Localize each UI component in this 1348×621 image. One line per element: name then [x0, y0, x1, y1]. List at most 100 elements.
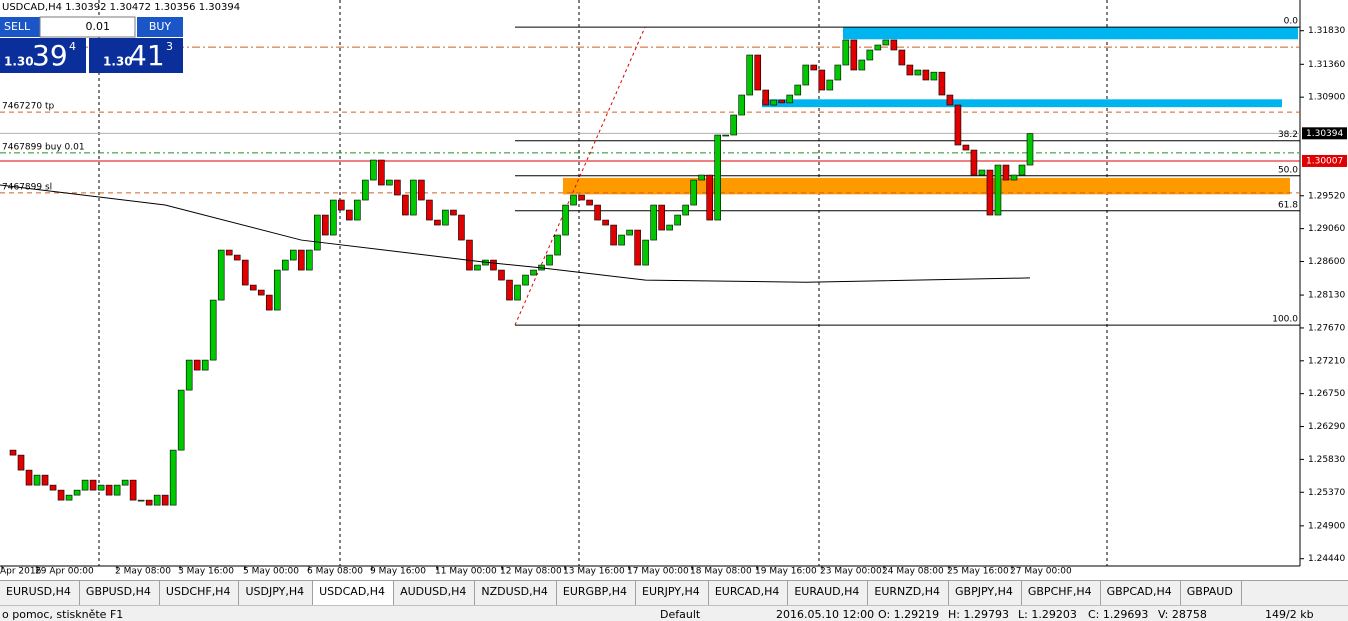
- y-tick-label: 1.27210: [1308, 356, 1345, 366]
- tab[interactable]: USDCHF,H4: [160, 581, 240, 605]
- x-tick-label: 6 May 08:00: [307, 567, 363, 577]
- candle-body: [1002, 164, 1010, 181]
- sell-button[interactable]: [0, 17, 40, 37]
- status-bar: o pomoc, stiskněte F1 Default 2016.05.10…: [0, 605, 1348, 621]
- y-tick-label: 1.29060: [1308, 224, 1345, 234]
- x-tick-label: 17 May 00:00: [627, 567, 689, 577]
- candle-body: [314, 214, 321, 251]
- tab[interactable]: GBPCAD,H4: [1101, 581, 1181, 605]
- y-tick-label: 1.28600: [1308, 257, 1345, 267]
- tab[interactable]: NZDUSD,H4: [475, 581, 557, 605]
- candle-body: [618, 234, 625, 246]
- candle-body: [257, 289, 265, 296]
- candle-body: [225, 249, 233, 256]
- order-label: 7467899 buy 0.01: [2, 142, 85, 152]
- candle-body: [490, 259, 497, 271]
- candle-body: [954, 104, 962, 146]
- candle-body: [1026, 133, 1034, 166]
- candle-body: [626, 229, 633, 236]
- candle-body: [970, 149, 978, 176]
- lot-input[interactable]: [39, 16, 136, 38]
- candle-body: [73, 489, 81, 496]
- tab[interactable]: EURCAD,H4: [709, 581, 789, 605]
- x-tick-label: 11 May 00:00: [435, 567, 497, 577]
- candle-body: [362, 179, 369, 201]
- tab[interactable]: USDCAD,H4: [313, 581, 395, 605]
- candle-body: [930, 71, 938, 81]
- candle-body: [586, 199, 593, 206]
- order-label: 7467270 tp: [2, 102, 54, 112]
- candle-body: [522, 274, 529, 286]
- chart-header: USDCAD,H4 1.30392 1.30472 1.30356 1.3039…: [2, 2, 240, 13]
- x-tick-label: 18 May 08:00: [690, 567, 752, 577]
- candle-body: [898, 49, 906, 66]
- y-tick-label: 1.28130: [1308, 291, 1345, 301]
- x-tick-label: 12 May 08:00: [500, 567, 562, 577]
- zone: [843, 27, 1298, 40]
- candle-body: [986, 169, 994, 216]
- candle-body: [978, 169, 986, 176]
- price-tag-label: 1.30394: [1306, 129, 1343, 139]
- tab[interactable]: EURJPY,H4: [636, 581, 709, 605]
- tab[interactable]: GBPAUD: [1181, 581, 1242, 605]
- buy-price-box[interactable]: [89, 38, 183, 73]
- candle-body: [33, 474, 41, 486]
- candle-body: [81, 479, 89, 491]
- candle-body: [962, 144, 970, 151]
- chart: 7467270 tp 7467899 buy 0.01 7467899 sl 0.0 3…: [0, 0, 1347, 577]
- x-tick-label: Apr 2016: [0, 567, 42, 577]
- tab[interactable]: USDJPY,H4: [239, 581, 314, 605]
- tab[interactable]: EURAUD,H4: [788, 581, 869, 605]
- candle-body: [289, 249, 297, 261]
- buy-button[interactable]: [137, 17, 183, 37]
- candle-body: [906, 64, 914, 76]
- sell-price-box[interactable]: [0, 38, 86, 73]
- candle-body: [418, 179, 425, 201]
- price-tag-label: 1.30007: [1306, 156, 1343, 166]
- candle-body: [818, 69, 826, 91]
- candle-body: [810, 64, 818, 71]
- tab[interactable]: GBPJPY,H4: [949, 581, 1022, 605]
- candle-body: [546, 254, 553, 266]
- candle-body: [834, 64, 842, 81]
- tab[interactable]: EURGBP,H4: [557, 581, 637, 605]
- sell-label[interactable]: SELL: [4, 20, 31, 33]
- fib-label: 38.2: [1278, 130, 1298, 140]
- lot-value[interactable]: 0.01: [86, 20, 111, 33]
- x-tick-label: 13 May 16:00: [563, 567, 625, 577]
- candle-body: [802, 64, 810, 86]
- candle-body: [177, 389, 185, 451]
- candle-body: [297, 249, 305, 271]
- candle-body: [201, 359, 209, 371]
- tab[interactable]: AUDUSD,H4: [394, 581, 476, 605]
- status-volume: V: 28758: [1158, 608, 1207, 621]
- candle-body: [458, 214, 465, 241]
- price-tag: [1302, 127, 1347, 140]
- status-traffic: 149/2 kb: [1265, 608, 1314, 621]
- candle-body: [650, 204, 657, 241]
- candle-body: [97, 484, 105, 491]
- candle-body: [610, 224, 617, 246]
- candle-body: [121, 479, 129, 486]
- candle-body: [137, 499, 145, 502]
- sell-price-big: 39: [32, 39, 68, 72]
- zone: [563, 177, 1290, 195]
- tab[interactable]: GBPUSD,H4: [80, 581, 160, 605]
- tab[interactable]: EURNZD,H4: [868, 581, 950, 605]
- buy-label[interactable]: BUY: [149, 20, 172, 33]
- tab[interactable]: GBPCHF,H4: [1022, 581, 1101, 605]
- tab[interactable]: EURUSD,H4: [0, 581, 80, 605]
- candle-body: [562, 204, 569, 236]
- candle-body: [265, 294, 273, 311]
- x-tick-label: 25 May 16:00: [947, 567, 1009, 577]
- candle-body: [850, 39, 858, 71]
- status-low: L: 1.29203: [1018, 608, 1077, 621]
- candle-body: [994, 164, 1002, 216]
- y-tick-label: 1.31360: [1308, 60, 1345, 70]
- status-high: H: 1.29793: [948, 608, 1009, 621]
- candle-body: [594, 204, 601, 221]
- candle-body: [169, 449, 177, 506]
- candle-body: [762, 89, 770, 106]
- x-tick-label: 3 May 16:00: [178, 567, 234, 577]
- candle-body: [1010, 174, 1018, 181]
